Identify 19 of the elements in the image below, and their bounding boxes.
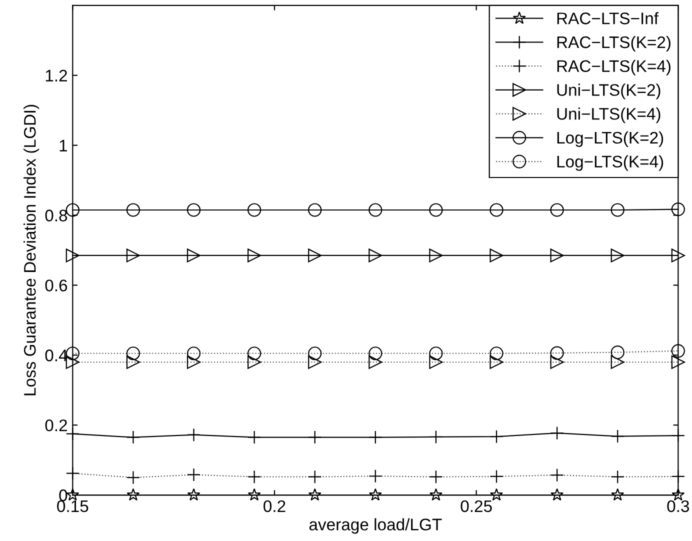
legend-label: RAC−LTS(K=4) <box>557 60 670 76</box>
y-axis-title: Loss Guarantee Deviation Index (LGDI) <box>24 104 40 396</box>
y-tick-label: 0.2 <box>45 419 67 432</box>
x-tick-label: 0.2 <box>264 500 286 512</box>
legend-label: Log−LTS(K=4) <box>557 155 664 171</box>
y-tick-label: 0.8 <box>45 210 68 222</box>
y-tick-label: 0 <box>59 489 68 502</box>
legend-label: Log−LTS(K=2) <box>557 131 664 147</box>
x-axis-title: average load/LGT <box>309 518 442 534</box>
y-tick-label: 0.6 <box>45 280 68 292</box>
x-tick-label: 0.25 <box>460 500 492 512</box>
x-tick-label: 0.3 <box>667 500 690 512</box>
legend-label: RAC−LTS(K=2) <box>557 36 670 52</box>
legend-label: Uni−LTS(K=4) <box>557 108 660 124</box>
y-tick-label: 1.2 <box>46 70 67 82</box>
y-tick-label: 1 <box>60 140 67 152</box>
legend-label: Uni−LTS(K=2) <box>557 84 660 100</box>
x-tick-label: 0.15 <box>57 500 88 512</box>
legend-label: RAC−LTS−Inf <box>557 12 659 24</box>
